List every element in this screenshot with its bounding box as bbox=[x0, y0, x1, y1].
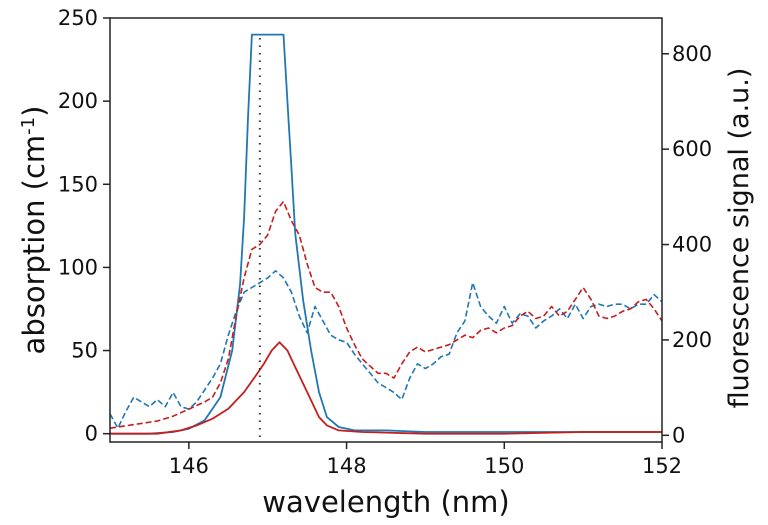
y-left-tick-label: 50 bbox=[71, 339, 98, 363]
y-left-tick-label: 200 bbox=[58, 89, 98, 113]
x-axis-title: wavelength (nm) bbox=[262, 485, 509, 519]
y-right-tick-label: 800 bbox=[672, 42, 712, 66]
y-left-tick-label: 250 bbox=[58, 6, 98, 30]
x-tick-label: 148 bbox=[327, 454, 367, 478]
series-line-blue-solid-0 bbox=[110, 33, 662, 435]
x-tick-label: 150 bbox=[484, 454, 524, 478]
x-tick-label: 146 bbox=[169, 454, 209, 478]
y-right-tick-label: 400 bbox=[672, 233, 712, 257]
y-left-title-end: ) bbox=[17, 106, 51, 117]
y-left-tick-label: 0 bbox=[85, 422, 98, 446]
y-right-tick-label: 0 bbox=[672, 423, 685, 447]
y-left-tick-label: 100 bbox=[58, 255, 98, 279]
y-left-title-sup: -1 bbox=[18, 117, 39, 135]
y-left-title-main: absorption (cm bbox=[17, 135, 51, 355]
ticks-layer: 146 148 150 152 0 50 100 150 200 250 0 200 400 600 800 bbox=[58, 6, 712, 478]
y-right-axis-title: fluorescence signal (a.u.) bbox=[724, 68, 755, 409]
y-right-tick-label: 600 bbox=[672, 137, 712, 161]
y-left-axis-title: absorption (cm-1) bbox=[17, 106, 51, 355]
series-line-blue-dashed-2 bbox=[110, 270, 662, 429]
series-layer bbox=[110, 33, 662, 435]
x-tick-label: 152 bbox=[642, 454, 682, 478]
y-right-tick-label: 200 bbox=[672, 328, 712, 352]
series-line-red-solid-1 bbox=[110, 341, 662, 435]
series-line-red-dashed-3 bbox=[110, 200, 662, 429]
plot-area-frame bbox=[109, 17, 663, 443]
y-left-tick-label: 150 bbox=[58, 172, 98, 196]
